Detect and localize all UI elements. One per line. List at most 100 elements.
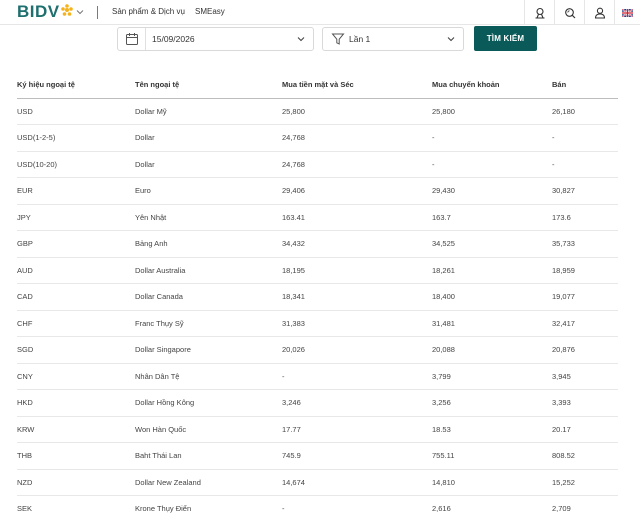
sell-rate: 20,876 <box>552 336 618 364</box>
transfer-buy-rate: 163.7 <box>432 204 552 231</box>
round-value: Lần 1 <box>349 34 371 44</box>
column-header-sell: Bán <box>552 71 618 99</box>
currency-name: Nhân Dân Tệ <box>135 363 282 390</box>
currency-code: CAD <box>17 283 135 311</box>
sell-rate: 173.6 <box>552 204 618 231</box>
transfer-buy-rate: 3,256 <box>432 389 552 417</box>
date-picker[interactable]: 15/09/2026 <box>117 27 314 51</box>
cash-buy-rate: - <box>282 495 432 520</box>
sell-rate: 3,945 <box>552 363 618 390</box>
table-row: JPY Yên Nhật 163.41 163.7 173.6 <box>17 204 618 231</box>
currency-name: Yên Nhật <box>135 204 282 231</box>
table-row: EUR Euro 29,406 29,430 30,827 <box>17 177 618 205</box>
transfer-buy-rate: 2,616 <box>432 495 552 520</box>
currency-code: HKD <box>17 389 135 417</box>
currency-name: Dollar Mỹ <box>135 98 282 125</box>
search-button[interactable] <box>554 0 584 25</box>
currency-name: Dollar <box>135 124 282 152</box>
language-switch-button[interactable] <box>614 0 640 25</box>
column-header-transfer-buy: Mua chuyển khoản <box>432 71 552 99</box>
sell-rate: 15,252 <box>552 469 618 496</box>
search-rates-button[interactable]: TÌM KIẾM <box>474 26 537 51</box>
currency-name: Dollar Australia <box>135 257 282 284</box>
sell-rate: 20.17 <box>552 416 618 443</box>
table-row: USD Dollar Mỹ 25,800 25,800 26,180 <box>17 98 618 125</box>
column-header-cash-buy: Mua tiền mặt và Séc <box>282 71 432 99</box>
table-row: CAD Dollar Canada 18,341 18,400 19,077 <box>17 283 618 311</box>
cash-buy-rate: 31,383 <box>282 310 432 337</box>
transfer-buy-rate: 20,088 <box>432 336 552 364</box>
sell-rate: 2,709 <box>552 495 618 520</box>
chevron-down-icon <box>297 37 305 42</box>
branch-locator-button[interactable] <box>524 0 554 25</box>
currency-code: CHF <box>17 310 135 337</box>
table-row: USD(1-2-5) Dollar 24,768- - <box>17 124 618 152</box>
cash-buy-rate: 29,406 <box>282 177 432 205</box>
currency-code: JPY <box>17 204 135 231</box>
filter-funnel-icon <box>331 33 345 45</box>
table-row: KRW Won Hàn Quốc 17.77 18.53 20.17 <box>17 416 618 443</box>
currency-name: Dollar Canada <box>135 283 282 311</box>
date-picker-divider <box>145 28 146 50</box>
sell-rate: - <box>552 151 618 178</box>
cash-buy-rate: 24,768 <box>282 151 432 178</box>
transfer-buy-rate: 14,810 <box>432 469 552 496</box>
table-row: CHF Franc Thụy Sỹ 31,383 31,481 32,417 <box>17 310 618 337</box>
cash-buy-rate: 25,800 <box>282 98 432 125</box>
table-row: THB Baht Thái Lan 745.9 755.11 808.52 <box>17 442 618 470</box>
cash-buy-rate: 17.77 <box>282 416 432 443</box>
currency-name: Dollar Hồng Kông <box>135 389 282 417</box>
table-row: SGD Dollar Singapore 20,026 20,088 20,876 <box>17 336 618 364</box>
logo-star-icon <box>60 4 73 16</box>
currency-code: USD(10-20) <box>17 151 135 178</box>
sell-rate: 808.52 <box>552 442 618 470</box>
currency-name: Dollar Singapore <box>135 336 282 364</box>
currency-code: AUD <box>17 257 135 284</box>
chevron-down-icon <box>447 37 455 42</box>
currency-code: GBP <box>17 230 135 258</box>
uk-flag-icon <box>622 8 633 17</box>
currency-code: CNY <box>17 363 135 390</box>
cash-buy-rate: 3,246 <box>282 389 432 417</box>
transfer-buy-rate: 18,400 <box>432 283 552 311</box>
search-icon <box>564 7 575 18</box>
sell-rate: 3,393 <box>552 389 618 417</box>
cash-buy-rate: 20,026 <box>282 336 432 364</box>
nav-products-services[interactable]: Sản phẩm & Dịch vụ <box>112 7 185 16</box>
currency-name: Dollar New Zealand <box>135 469 282 496</box>
transfer-buy-rate: 755.11 <box>432 442 552 470</box>
table-header-row: Ký hiệu ngoại tệ Tên ngoại tệ Mua tiền m… <box>17 71 618 99</box>
currency-name: Baht Thái Lan <box>135 442 282 470</box>
cash-buy-rate: 18,195 <box>282 257 432 284</box>
currency-code: USD(1-2-5) <box>17 124 135 152</box>
currency-name: Dollar <box>135 151 282 178</box>
cash-buy-rate: 745.9 <box>282 442 432 470</box>
user-account-button[interactable] <box>584 0 614 25</box>
sell-rate: 26,180 <box>552 98 618 125</box>
sell-rate: 18,959 <box>552 257 618 284</box>
exchange-rate-table: Ký hiệu ngoại tệ Tên ngoại tệ Mua tiền m… <box>17 71 618 520</box>
bidv-logo[interactable]: BIDV <box>17 2 73 21</box>
cash-buy-rate: 18,341 <box>282 283 432 311</box>
cash-buy-rate: 24,768 <box>282 124 432 152</box>
sell-rate: - <box>552 124 618 152</box>
header-icon-bar <box>524 0 640 25</box>
brand-menu-chevron-down-icon[interactable] <box>75 7 85 17</box>
cash-buy-rate: 34,432 <box>282 230 432 258</box>
transfer-buy-rate: 34,525 <box>432 230 552 258</box>
logo-text: BIDV <box>17 2 60 21</box>
sell-rate: 30,827 <box>552 177 618 205</box>
cash-buy-rate: - <box>282 363 432 390</box>
transfer-buy-rate: 3,799 <box>432 363 552 390</box>
currency-code: THB <box>17 442 135 470</box>
currency-code: SEK <box>17 495 135 520</box>
currency-code: KRW <box>17 416 135 443</box>
transfer-buy-rate: 29,430 <box>432 177 552 205</box>
table-row: USD(10-20) Dollar 24,768- - <box>17 151 618 178</box>
transfer-buy-rate: - <box>432 151 552 178</box>
currency-code: NZD <box>17 469 135 496</box>
round-select[interactable]: Lần 1 <box>322 27 464 51</box>
nav-smeasy[interactable]: SMEasy <box>195 7 225 16</box>
sell-rate: 32,417 <box>552 310 618 337</box>
currency-name: Won Hàn Quốc <box>135 416 282 443</box>
